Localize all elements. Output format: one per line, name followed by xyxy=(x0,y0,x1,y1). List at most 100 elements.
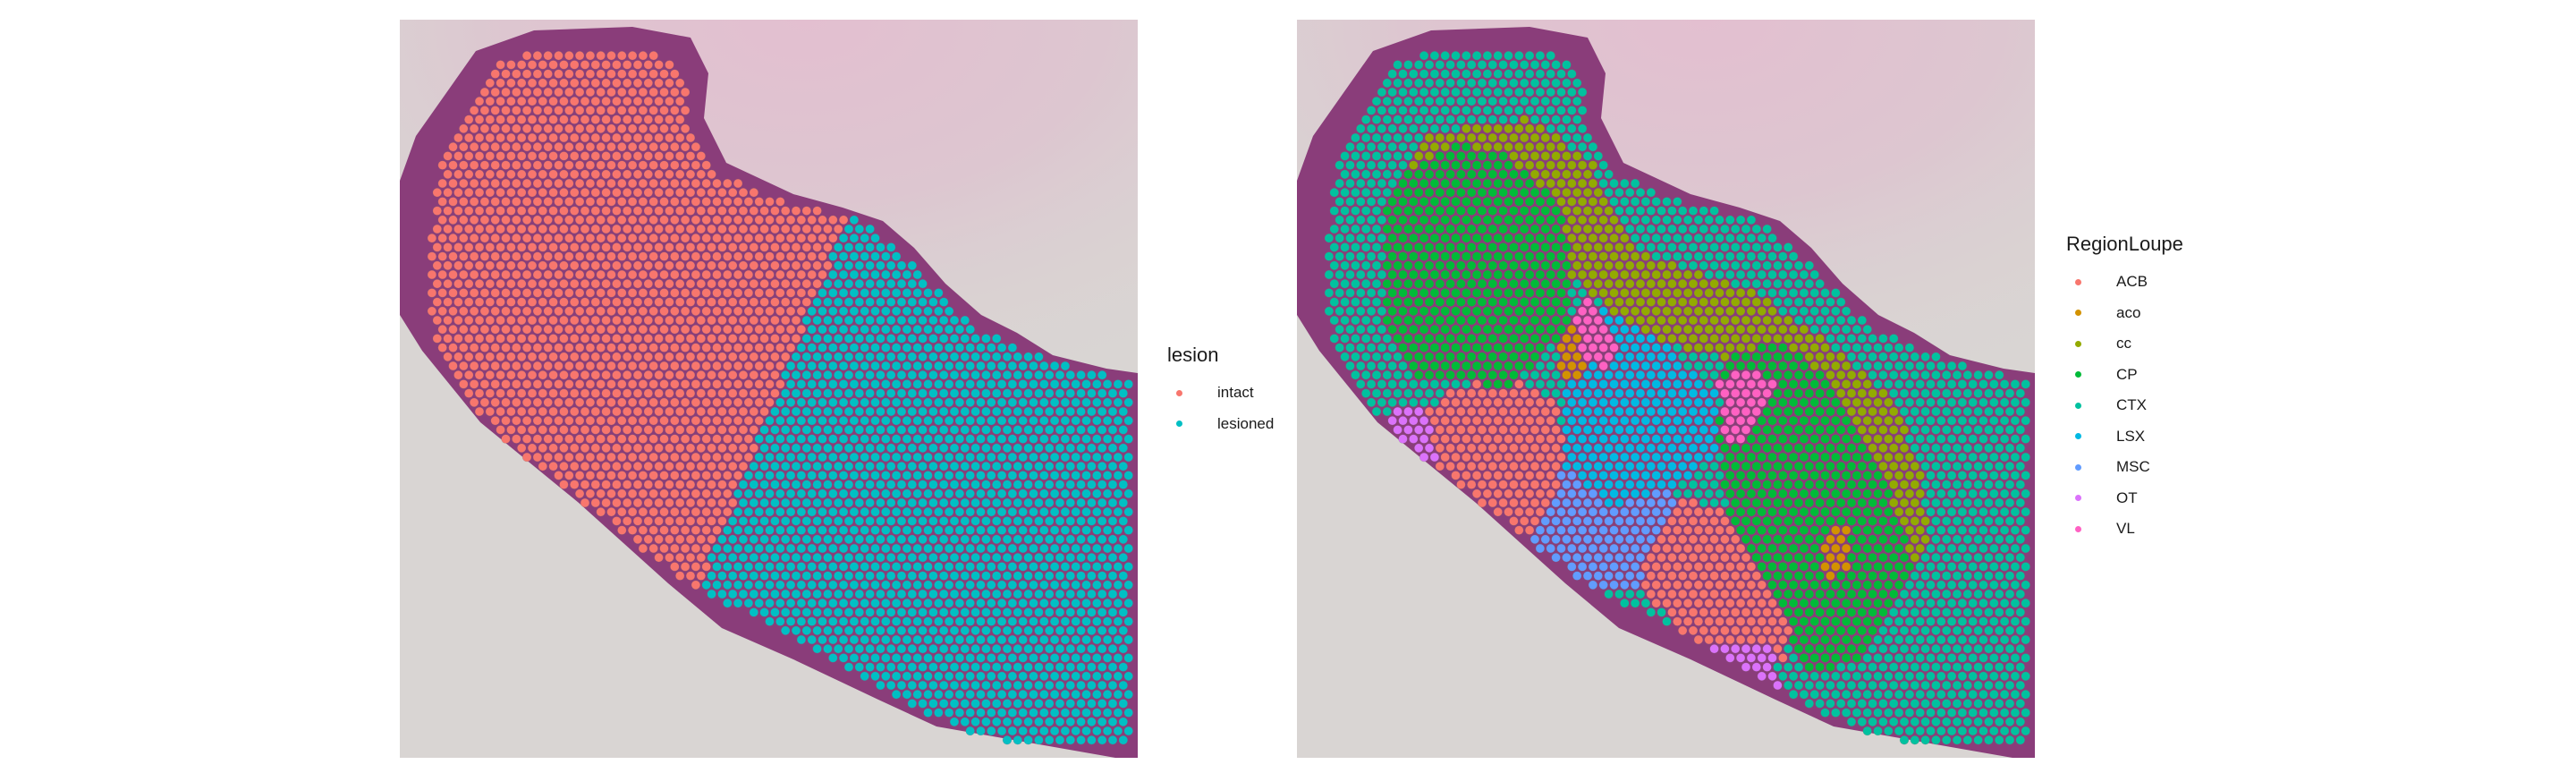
spot xyxy=(781,370,791,380)
spot xyxy=(1593,279,1603,289)
spot xyxy=(765,562,775,572)
spot xyxy=(770,315,780,326)
spot xyxy=(823,279,833,289)
spot xyxy=(1878,388,1888,398)
spot xyxy=(881,543,891,554)
spot xyxy=(643,406,653,417)
spot xyxy=(532,343,543,353)
spot xyxy=(554,288,564,298)
spot xyxy=(496,206,505,216)
spot xyxy=(707,425,716,435)
spot xyxy=(918,680,928,691)
spot xyxy=(1366,215,1377,225)
spot xyxy=(1957,379,1968,389)
spot xyxy=(1936,361,1946,371)
spot xyxy=(938,680,949,691)
spot xyxy=(1567,434,1577,444)
spot xyxy=(485,315,496,326)
spot xyxy=(1013,662,1022,672)
spot xyxy=(1102,580,1113,590)
spot xyxy=(970,388,980,398)
spot xyxy=(1398,215,1408,225)
spot xyxy=(474,169,485,180)
spot xyxy=(1609,178,1619,189)
spot xyxy=(1060,506,1071,517)
spot xyxy=(838,653,849,663)
spot xyxy=(1614,242,1624,252)
spot xyxy=(1377,160,1387,170)
spot xyxy=(770,352,780,361)
spot xyxy=(1984,462,1994,471)
spot xyxy=(843,352,854,361)
spot xyxy=(834,480,843,489)
spot xyxy=(1504,471,1513,480)
spot xyxy=(996,506,1007,517)
spot xyxy=(1804,260,1814,270)
spot xyxy=(1102,671,1113,681)
spot xyxy=(1387,325,1397,335)
spot xyxy=(1540,132,1550,143)
spot xyxy=(1704,288,1714,298)
spot xyxy=(1572,315,1582,326)
spot xyxy=(1857,334,1867,344)
spot xyxy=(1857,443,1867,453)
spot xyxy=(1081,471,1091,480)
spot xyxy=(1002,589,1013,599)
spot xyxy=(1049,416,1060,426)
spot xyxy=(559,188,569,198)
spot xyxy=(1467,315,1477,326)
spot xyxy=(1107,462,1118,471)
spot xyxy=(691,452,701,463)
spot xyxy=(570,260,580,270)
spot xyxy=(991,534,1002,544)
spot xyxy=(479,87,490,98)
spot xyxy=(749,315,758,326)
spot xyxy=(496,132,505,143)
spot xyxy=(1123,653,1133,663)
spot xyxy=(1524,106,1535,115)
spot xyxy=(759,334,769,344)
spot xyxy=(574,416,585,426)
spot xyxy=(818,361,827,371)
spot xyxy=(1804,425,1814,435)
spot xyxy=(1440,288,1450,298)
spot xyxy=(1540,462,1550,471)
spot xyxy=(907,662,917,672)
spot xyxy=(954,325,965,335)
spot xyxy=(1946,361,1957,371)
spot xyxy=(1577,452,1588,463)
spot xyxy=(891,343,902,353)
spot xyxy=(1625,260,1635,270)
spot xyxy=(843,279,854,289)
spot xyxy=(970,552,980,563)
spot xyxy=(469,234,479,243)
spot xyxy=(1462,251,1471,261)
spot xyxy=(1356,160,1366,170)
spot xyxy=(818,562,827,572)
spot xyxy=(1435,315,1445,326)
spot xyxy=(1577,288,1588,298)
spot xyxy=(1524,434,1535,444)
spot xyxy=(643,242,653,252)
spot xyxy=(991,625,1002,635)
spot xyxy=(1398,251,1408,261)
spot xyxy=(1387,251,1397,261)
spot xyxy=(1393,279,1402,289)
spot xyxy=(923,343,933,353)
spot xyxy=(902,452,912,463)
spot xyxy=(2021,416,2030,426)
spot xyxy=(601,279,611,289)
spot xyxy=(1767,234,1777,243)
spot xyxy=(1936,471,1946,480)
spot xyxy=(1635,224,1646,234)
spot xyxy=(1467,60,1477,70)
spot xyxy=(1735,434,1746,444)
spot xyxy=(944,416,954,426)
spot xyxy=(1530,462,1540,471)
spot xyxy=(564,142,574,152)
spot xyxy=(1329,297,1339,307)
spot xyxy=(1018,434,1028,444)
spot xyxy=(870,471,880,480)
spot xyxy=(596,325,606,335)
spot xyxy=(1577,269,1588,280)
